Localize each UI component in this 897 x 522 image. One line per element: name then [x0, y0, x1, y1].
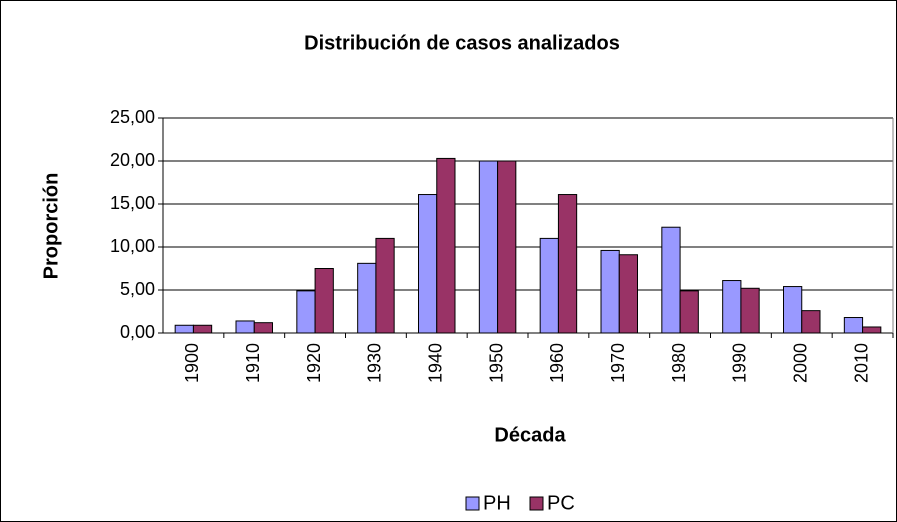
legend-label: PH — [483, 492, 511, 514]
bar — [600, 249, 620, 334]
bar — [357, 262, 377, 334]
bar — [253, 322, 273, 334]
y-tick-label: 10,00 — [110, 236, 155, 256]
y-tick-label: 0,00 — [120, 322, 155, 342]
bar — [174, 324, 194, 334]
y-tick-label: 15,00 — [110, 193, 155, 213]
bar — [679, 290, 699, 334]
bar — [618, 254, 638, 334]
bar — [661, 226, 681, 334]
bar — [843, 317, 864, 334]
bar — [862, 326, 882, 334]
bar — [192, 324, 213, 334]
x-tick-label: 1990 — [730, 343, 750, 383]
x-tick-label: 1900 — [182, 343, 202, 383]
x-tick-label: 1980 — [669, 343, 689, 383]
bar — [497, 160, 517, 334]
bar — [740, 287, 760, 334]
bar — [314, 268, 334, 334]
bar — [801, 310, 821, 334]
bar — [296, 290, 316, 334]
x-axis-label: Década — [494, 424, 566, 446]
bar — [436, 157, 456, 334]
legend-swatch — [465, 496, 480, 511]
bar — [418, 194, 438, 334]
x-tick-label: 1940 — [426, 343, 446, 383]
bar — [557, 194, 578, 334]
x-tick-label: 1930 — [365, 343, 385, 383]
y-tick-label: 5,00 — [120, 279, 155, 299]
x-tick-label: 1960 — [547, 343, 567, 383]
legend-label: PC — [547, 492, 575, 514]
bar — [539, 237, 559, 334]
bar — [375, 237, 395, 334]
y-tick-label: 25,00 — [110, 107, 155, 127]
x-tick-label: 1920 — [304, 343, 324, 383]
x-tick-label: 1950 — [486, 343, 506, 383]
x-tick-label: 2000 — [791, 343, 811, 383]
x-tick-label: 2010 — [851, 343, 871, 383]
legend-swatch — [529, 496, 544, 511]
y-axis-label: Proporción — [40, 173, 62, 280]
y-tick-label: 20,00 — [110, 150, 155, 170]
x-tick-label: 1970 — [608, 343, 628, 383]
bar — [783, 286, 803, 334]
bar — [722, 280, 742, 334]
chart-title: Distribución de casos analizados — [304, 32, 620, 54]
bar — [478, 160, 499, 334]
bar — [235, 320, 255, 334]
x-tick-label: 1910 — [243, 343, 263, 383]
